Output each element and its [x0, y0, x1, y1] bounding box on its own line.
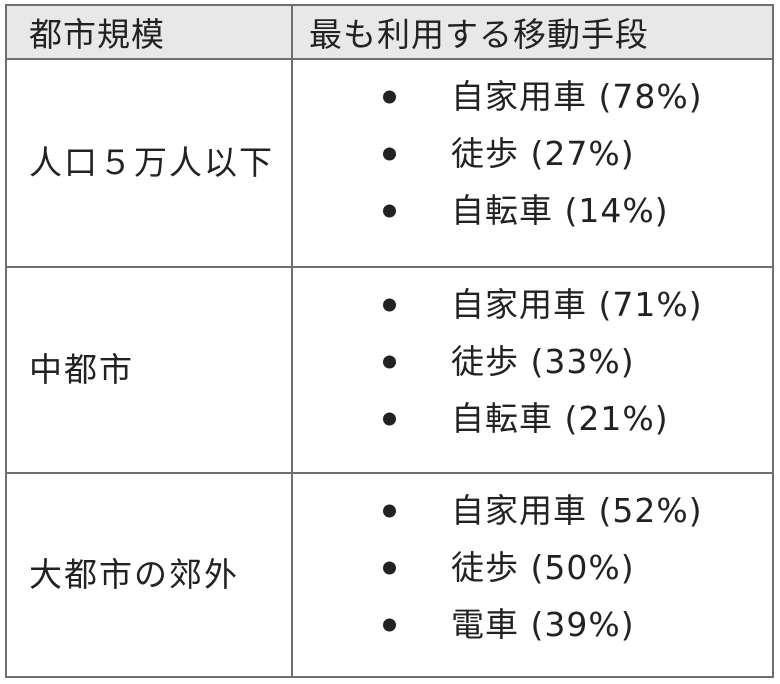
bullet-icon	[383, 147, 396, 160]
transport-table: 都市規模 最も利用する移動手段 人口５万人以下 自家用車 (78%) 徒歩 (2…	[5, 4, 774, 678]
bullet-icon	[383, 561, 396, 574]
city-cell: 大都市の郊外	[7, 474, 293, 676]
bullet-icon	[383, 412, 396, 425]
header-cell-transport: 最も利用する移動手段	[293, 6, 772, 58]
table-row: 人口５万人以下 自家用車 (78%) 徒歩 (27%) 自転車 (14%)	[7, 60, 772, 268]
bullet-icon	[383, 355, 396, 368]
table-row: 大都市の郊外 自家用車 (52%) 徒歩 (50%) 電車 (39%)	[7, 474, 772, 676]
transport-item: 徒歩 (33%)	[451, 342, 635, 381]
city-cell: 中都市	[7, 268, 293, 472]
transport-cell: 自家用車 (52%) 徒歩 (50%) 電車 (39%)	[293, 474, 772, 676]
bullet-icon	[383, 204, 396, 217]
header-transport: 最も利用する移動手段	[309, 15, 649, 54]
transport-item: 自転車 (21%)	[451, 399, 669, 438]
table-header-row: 都市規模 最も利用する移動手段	[7, 6, 772, 60]
header-city-size: 都市規模	[29, 15, 165, 54]
bullet-icon	[383, 504, 396, 517]
bullet-icon	[383, 618, 396, 631]
city-cell: 人口５万人以下	[7, 60, 293, 266]
city-label: 人口５万人以下	[29, 143, 274, 182]
transport-item: 自転車 (14%)	[451, 191, 669, 230]
transport-item: 自家用車 (71%)	[451, 285, 703, 324]
transport-item: 自家用車 (78%)	[451, 77, 703, 116]
transport-item: 徒歩 (27%)	[451, 134, 635, 173]
bullet-icon	[383, 298, 396, 311]
city-label: 大都市の郊外	[29, 555, 239, 594]
transport-item: 自家用車 (52%)	[451, 491, 703, 530]
header-cell-city-size: 都市規模	[7, 6, 293, 58]
transport-item: 徒歩 (50%)	[451, 548, 635, 587]
transport-cell: 自家用車 (78%) 徒歩 (27%) 自転車 (14%)	[293, 60, 772, 266]
city-label: 中都市	[29, 350, 134, 389]
table-row: 中都市 自家用車 (71%) 徒歩 (33%) 自転車 (21%)	[7, 268, 772, 474]
transport-cell: 自家用車 (71%) 徒歩 (33%) 自転車 (21%)	[293, 268, 772, 472]
transport-item: 電車 (39%)	[451, 605, 635, 644]
bullet-icon	[383, 90, 396, 103]
